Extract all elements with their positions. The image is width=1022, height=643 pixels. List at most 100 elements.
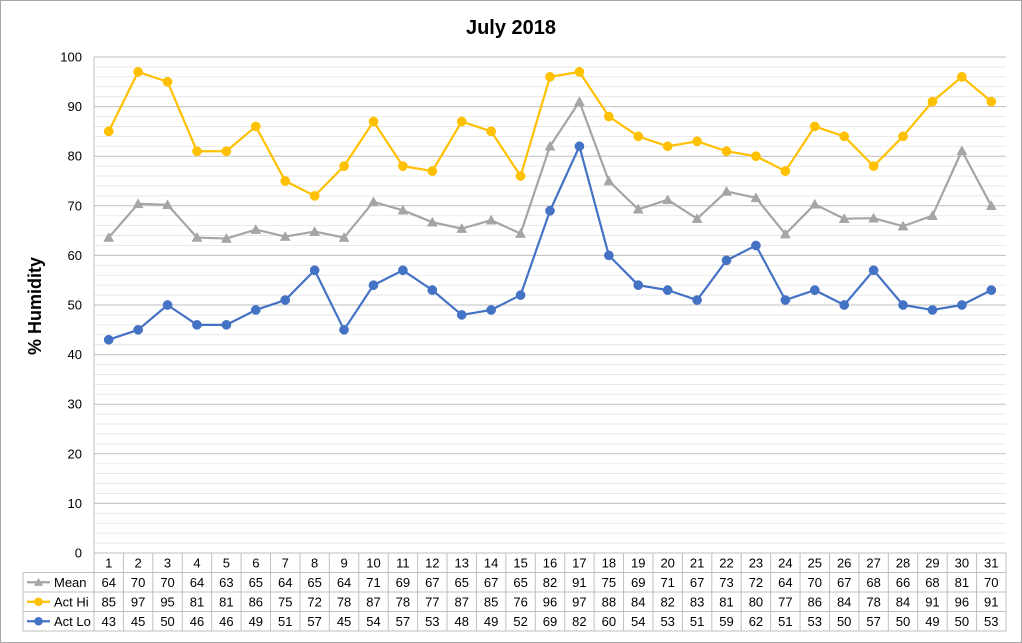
- y-tick-label: 40: [68, 347, 82, 362]
- table-cell-value: 83: [690, 594, 704, 609]
- y-tick-label: 90: [68, 99, 82, 114]
- data-point: [103, 232, 115, 242]
- series-line: [107, 100, 993, 240]
- x-tick-label: 31: [984, 555, 998, 570]
- table-cell-value: 86: [808, 594, 822, 609]
- data-point: [456, 223, 468, 233]
- data-point: [133, 324, 143, 335]
- table-cell-value: 76: [513, 594, 527, 609]
- table-cell-value: 80: [749, 594, 763, 609]
- table-cell-value: 65: [455, 575, 469, 590]
- x-tick-label: 15: [513, 555, 527, 570]
- data-point: [839, 300, 850, 310]
- table-cell-value: 67: [690, 575, 704, 590]
- x-tick-label: 20: [660, 555, 674, 570]
- y-tick-label: 50: [68, 298, 82, 313]
- chart-title: July 2018: [466, 17, 556, 39]
- legend-key-marker: [34, 577, 43, 586]
- table-cell-value: 81: [219, 594, 233, 609]
- table-cell-value: 72: [749, 575, 763, 590]
- table-cell-value: 78: [866, 594, 880, 609]
- table-cell-value: 49: [249, 614, 263, 629]
- data-point: [250, 305, 261, 315]
- data-point: [486, 305, 497, 315]
- table-cell-value: 73: [719, 575, 733, 590]
- table-cell-value: 54: [366, 614, 380, 629]
- table-cell-value: 70: [984, 575, 998, 590]
- x-tick-label: 8: [311, 555, 318, 570]
- data-point: [751, 240, 761, 251]
- x-tick-label: 18: [602, 555, 616, 570]
- data-point: [691, 213, 703, 223]
- table-cell-value: 72: [307, 594, 321, 609]
- data-point: [927, 305, 938, 315]
- x-tick-label: 21: [690, 555, 704, 570]
- table-cell-value: 51: [278, 614, 292, 629]
- data-point: [662, 194, 674, 205]
- table-cell-value: 43: [101, 614, 115, 629]
- table-cell-value: 50: [837, 614, 851, 629]
- table-cell-value: 87: [366, 594, 380, 609]
- data-point: [398, 265, 408, 276]
- table-cell-value: 46: [190, 614, 204, 629]
- table-cell-value: 91: [925, 594, 939, 609]
- data-point: [427, 285, 438, 295]
- y-tick-label: 100: [60, 50, 82, 65]
- table-cell-value: 49: [484, 614, 498, 629]
- table-cell-value: 91: [984, 594, 998, 609]
- table-cell-value: 50: [160, 614, 174, 629]
- x-tick-label: 29: [925, 555, 939, 570]
- table-cell-value: 81: [190, 594, 204, 609]
- table-cell-value: 69: [396, 575, 410, 590]
- table-cell-value: 84: [631, 594, 645, 609]
- data-point: [632, 203, 644, 214]
- table-cell-value: 97: [572, 594, 586, 609]
- data-point: [633, 280, 644, 291]
- legend-key-marker: [34, 597, 43, 607]
- table-cell-value: 87: [455, 594, 469, 609]
- data-point: [192, 319, 202, 330]
- data-point: [898, 131, 908, 142]
- data-point: [280, 295, 291, 305]
- x-tick-label: 26: [837, 555, 851, 570]
- table-cell-value: 84: [896, 594, 910, 609]
- data-point: [220, 233, 232, 243]
- table-cell-value: 81: [955, 575, 969, 590]
- x-tick-label: 6: [252, 555, 259, 570]
- data-point: [397, 204, 409, 215]
- series-lines: [103, 67, 997, 345]
- y-tick-label: 20: [68, 446, 82, 461]
- data-point: [780, 166, 791, 176]
- y-axis-label: % Humidity: [25, 257, 45, 355]
- data-point: [897, 220, 909, 231]
- table-cell-value: 96: [955, 594, 969, 609]
- data-point: [427, 166, 438, 176]
- data-point: [573, 96, 585, 106]
- table-cell-value: 50: [896, 614, 910, 629]
- x-tick-label: 19: [631, 555, 645, 570]
- table-cell-value: 84: [837, 594, 851, 609]
- x-tick-label: 22: [719, 555, 733, 570]
- x-tick-label: 24: [778, 555, 792, 570]
- series-mean: [103, 96, 997, 243]
- table-cell-value: 70: [131, 575, 145, 590]
- table-cell-value: 65: [307, 575, 321, 590]
- data-point: [868, 265, 879, 276]
- data-point: [132, 198, 144, 209]
- data-point: [662, 141, 673, 152]
- data-point: [662, 285, 673, 295]
- data-point: [721, 146, 732, 157]
- data-point: [221, 146, 232, 157]
- table-cell-value: 67: [425, 575, 439, 590]
- x-tick-label: 5: [223, 555, 230, 570]
- series-line: [108, 145, 992, 341]
- x-tick-label: 2: [135, 555, 142, 570]
- table-cell-value: 66: [896, 575, 910, 590]
- data-point: [368, 116, 379, 127]
- data-point: [986, 96, 997, 107]
- table-cell-value: 82: [543, 575, 557, 590]
- table-cell-value: 91: [572, 575, 586, 590]
- data-point: [162, 76, 173, 87]
- data-point: [780, 295, 791, 305]
